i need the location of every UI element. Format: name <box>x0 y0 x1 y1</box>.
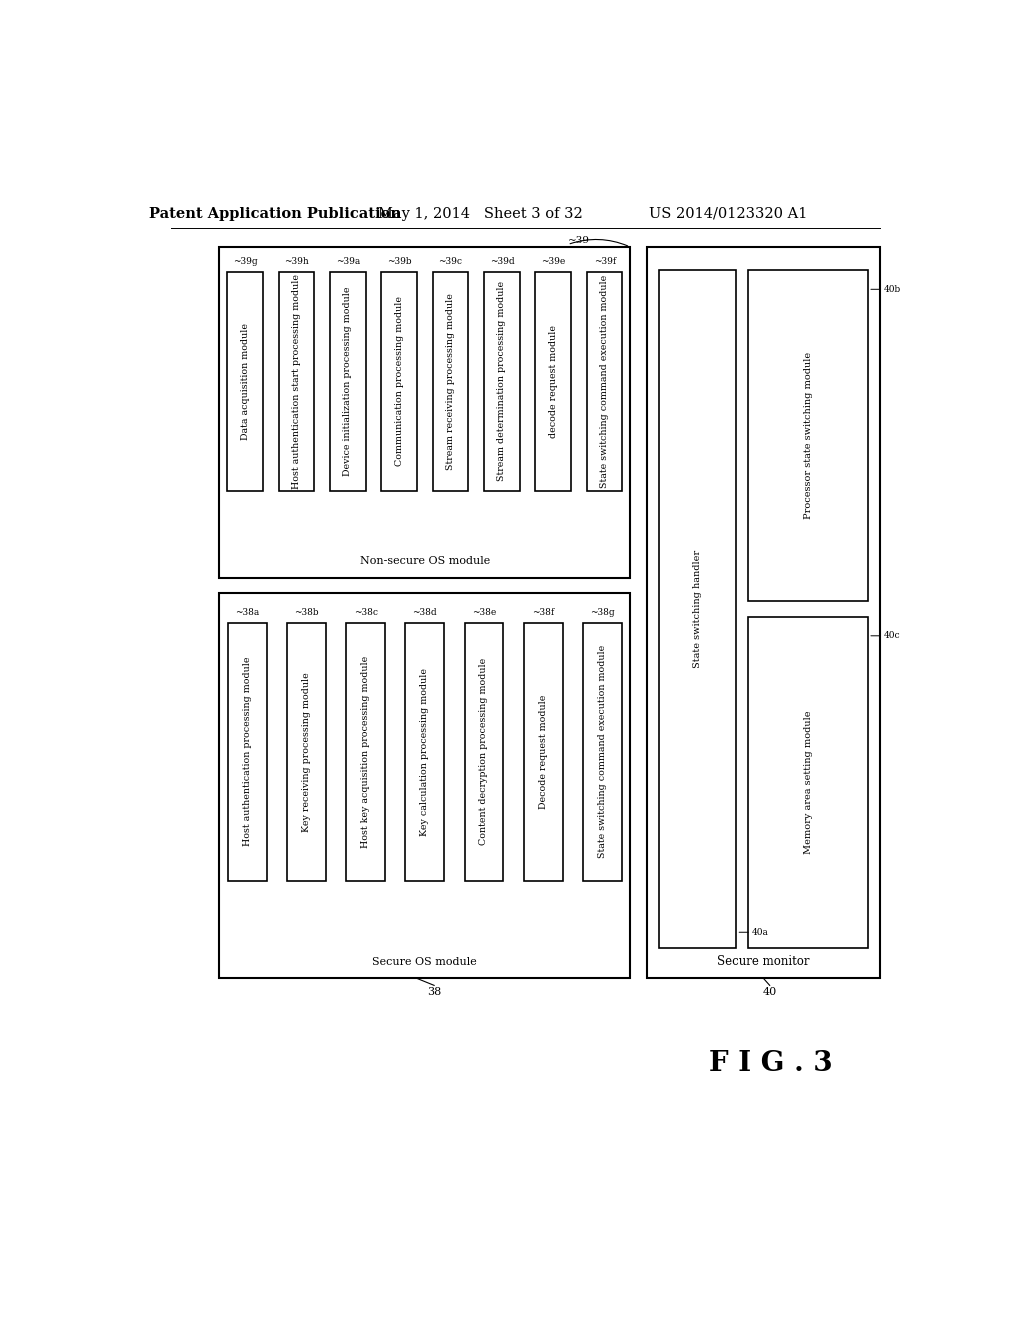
Text: Decode request module: Decode request module <box>539 694 548 809</box>
Text: ~39b: ~39b <box>387 257 412 267</box>
Text: Patent Application Publication: Patent Application Publication <box>150 207 401 220</box>
Text: Data acquisition module: Data acquisition module <box>241 323 250 440</box>
Bar <box>287 623 326 880</box>
Text: 40c: 40c <box>884 631 900 640</box>
Text: ~39c: ~39c <box>438 257 463 267</box>
Text: 40b: 40b <box>884 285 901 294</box>
Bar <box>583 623 622 880</box>
Text: State switching handler: State switching handler <box>693 550 702 668</box>
Text: ~39d: ~39d <box>489 257 514 267</box>
Text: ~39f: ~39f <box>594 257 615 267</box>
Text: Host authentication start processing module: Host authentication start processing mod… <box>292 273 301 488</box>
Bar <box>406 623 444 880</box>
Bar <box>433 272 468 491</box>
Text: Communication processing module: Communication processing module <box>394 296 403 466</box>
Text: 40: 40 <box>763 986 777 997</box>
Text: decode request module: decode request module <box>549 325 558 438</box>
Bar <box>523 623 562 880</box>
Text: 38: 38 <box>427 986 441 997</box>
Bar <box>381 272 417 491</box>
Text: ~39g: ~39g <box>232 257 257 267</box>
Text: 40a: 40a <box>752 928 769 937</box>
Text: ~38f: ~38f <box>532 609 554 618</box>
Text: Secure monitor: Secure monitor <box>717 954 810 968</box>
Text: ~38d: ~38d <box>413 609 437 618</box>
Bar <box>587 272 623 491</box>
Bar <box>219 247 630 578</box>
Text: ~38g: ~38g <box>590 609 614 618</box>
Bar <box>536 272 571 491</box>
Text: F I G . 3: F I G . 3 <box>710 1049 834 1077</box>
Text: ~39a: ~39a <box>336 257 359 267</box>
Text: Content decryption processing module: Content decryption processing module <box>479 659 488 845</box>
Bar <box>330 272 366 491</box>
Bar <box>227 272 263 491</box>
Bar <box>465 623 504 880</box>
Text: State switching command execution module: State switching command execution module <box>600 275 609 488</box>
Text: ~38e: ~38e <box>472 609 496 618</box>
Text: Secure OS module: Secure OS module <box>373 957 477 966</box>
Text: Key calculation processing module: Key calculation processing module <box>420 668 429 836</box>
Bar <box>484 272 520 491</box>
Text: ~39h: ~39h <box>284 257 309 267</box>
Bar <box>658 271 736 948</box>
Text: Device initialization processing module: Device initialization processing module <box>343 286 352 477</box>
Text: Non-secure OS module: Non-secure OS module <box>359 556 489 566</box>
Text: State switching command execution module: State switching command execution module <box>598 645 607 858</box>
Bar <box>748 616 868 948</box>
Bar <box>748 271 868 601</box>
Bar <box>219 594 630 978</box>
Text: Host authentication processing module: Host authentication processing module <box>243 657 252 846</box>
Bar <box>346 623 385 880</box>
Text: ~39: ~39 <box>568 236 590 246</box>
Bar <box>279 272 314 491</box>
Text: Stream determination processing module: Stream determination processing module <box>498 281 507 482</box>
Text: US 2014/0123320 A1: US 2014/0123320 A1 <box>649 207 808 220</box>
Text: Stream receiving processing module: Stream receiving processing module <box>446 293 455 470</box>
Text: Key receiving processing module: Key receiving processing module <box>302 672 311 832</box>
Text: ~38b: ~38b <box>294 609 318 618</box>
Text: ~38a: ~38a <box>236 609 259 618</box>
Text: May 1, 2014   Sheet 3 of 32: May 1, 2014 Sheet 3 of 32 <box>378 207 583 220</box>
Bar <box>228 623 266 880</box>
Text: Host key acquisition processing module: Host key acquisition processing module <box>361 656 370 847</box>
Text: Processor state switching module: Processor state switching module <box>804 352 813 519</box>
Text: ~39e: ~39e <box>541 257 565 267</box>
Text: ~38c: ~38c <box>353 609 378 618</box>
Text: Memory area setting module: Memory area setting module <box>804 710 813 854</box>
Bar <box>647 247 880 978</box>
